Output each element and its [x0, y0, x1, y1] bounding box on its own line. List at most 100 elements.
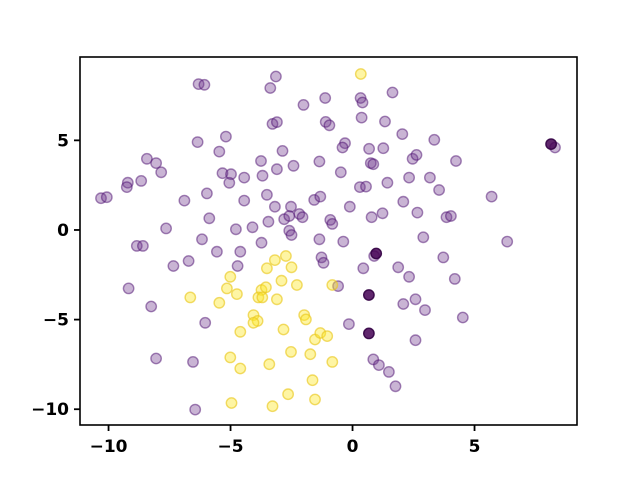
data-point-cluster-purple	[423, 171, 436, 184]
data-point-cluster-purple	[343, 200, 356, 213]
data-point-cluster-yellow	[299, 313, 312, 326]
data-point-cluster-purple	[313, 233, 326, 246]
data-point-cluster-purple	[326, 217, 339, 230]
data-point-cluster-purple	[234, 245, 247, 258]
data-point-cluster-purple	[317, 256, 330, 269]
data-point-cluster-purple	[223, 176, 236, 189]
plot-frame	[79, 56, 578, 426]
data-point-cluster-yellow	[234, 325, 247, 338]
data-point-cluster-purple	[397, 298, 410, 310]
data-point-cluster-purple	[448, 272, 461, 285]
data-point-cluster-purple	[270, 163, 283, 176]
data-point-cluster-purple	[319, 92, 332, 104]
data-point-cluster-purple	[135, 174, 148, 187]
data-point-cluster-purple	[287, 159, 300, 172]
data-point-cluster-purple	[403, 171, 415, 184]
data-point-cluster-yellow	[263, 358, 276, 371]
data-point-cluster-yellow	[279, 250, 292, 262]
data-point-cluster-yellow	[224, 351, 237, 364]
data-point-cluster-purple	[357, 262, 370, 275]
data-point-cluster-purple	[199, 316, 212, 329]
data-point-cluster-purple	[100, 191, 113, 204]
data-point-cluster-purple	[428, 133, 441, 146]
data-point-cluster-purple	[231, 260, 244, 272]
data-point-cluster-purple	[342, 318, 355, 330]
data-point-cluster-purple	[417, 231, 430, 244]
data-point-cluster-purple	[403, 270, 415, 283]
data-point-cluster-yellow	[259, 281, 272, 294]
data-point-cluster-purple	[372, 359, 385, 371]
data-point-cluster-purple	[283, 210, 296, 222]
data-point-cluster-purple	[409, 334, 422, 347]
data-point-cluster-purple	[363, 142, 375, 155]
data-point-cluster-purple	[255, 236, 268, 249]
data-point-cluster-yellow	[304, 348, 317, 361]
data-point-cluster-purple	[255, 155, 267, 167]
data-point-cluster-purple	[238, 171, 251, 184]
data-point-cluster-purple	[450, 155, 462, 167]
data-point-cluster-purple	[381, 176, 394, 189]
data-point-dark-points	[370, 247, 383, 260]
data-point-cluster-purple	[200, 187, 213, 200]
data-point-cluster-purple	[377, 142, 390, 155]
data-point-cluster-purple	[356, 96, 369, 109]
data-point-cluster-purple	[219, 130, 232, 143]
data-point-cluster-purple	[189, 403, 202, 416]
data-point-cluster-purple	[136, 239, 149, 252]
data-point-cluster-purple	[485, 190, 498, 203]
data-point-cluster-purple	[382, 365, 395, 378]
data-point-cluster-yellow	[230, 288, 243, 300]
data-point-cluster-purple	[367, 158, 380, 171]
data-point-cluster-yellow	[225, 397, 238, 409]
data-point-cluster-purple	[210, 245, 223, 258]
data-point-cluster-purple	[396, 128, 409, 141]
data-point-cluster-purple	[225, 168, 237, 181]
data-point-cluster-purple	[167, 260, 180, 272]
data-point-cluster-yellow	[268, 254, 281, 267]
x-tick-label: 5	[469, 437, 481, 457]
data-point-cluster-purple	[337, 235, 350, 248]
data-point-cluster-purple	[160, 222, 173, 235]
data-point-cluster-purple	[260, 188, 273, 201]
data-point-cluster-purple	[386, 86, 399, 99]
data-point-cluster-purple	[264, 82, 277, 94]
x-tick-label: −5	[218, 437, 244, 457]
data-point-cluster-yellow	[275, 274, 288, 287]
data-point-cluster-yellow	[224, 270, 237, 283]
data-point-cluster-purple	[355, 111, 368, 124]
data-point-cluster-yellow	[326, 279, 339, 291]
data-point-cluster-yellow	[306, 374, 319, 387]
data-point-cluster-yellow	[184, 291, 197, 304]
data-point-cluster-yellow	[285, 261, 298, 274]
data-point-cluster-purple	[411, 206, 424, 219]
data-point-cluster-purple	[296, 211, 309, 224]
data-point-cluster-purple	[397, 195, 410, 208]
data-point-cluster-purple	[120, 181, 133, 194]
data-point-cluster-purple	[269, 70, 282, 83]
data-point-cluster-yellow	[220, 282, 233, 295]
data-point-cluster-purple	[155, 166, 168, 179]
data-point-cluster-purple	[268, 200, 281, 213]
data-point-cluster-purple	[376, 207, 389, 220]
data-point-cluster-yellow	[285, 345, 297, 358]
data-point-dark-points	[362, 289, 375, 301]
data-point-cluster-yellow	[252, 291, 265, 304]
data-point-cluster-purple	[262, 215, 275, 228]
data-point-cluster-purple	[437, 251, 450, 264]
data-point-cluster-purple	[246, 221, 259, 234]
data-point-cluster-yellow	[256, 291, 269, 304]
data-point-dark-points	[362, 327, 375, 340]
data-point-cluster-yellow	[354, 68, 367, 80]
data-point-cluster-purple	[419, 304, 431, 316]
data-point-cluster-purple	[323, 119, 336, 132]
data-point-cluster-purple	[198, 78, 211, 91]
data-point-cluster-purple	[389, 380, 402, 393]
data-point-cluster-purple	[456, 311, 469, 324]
data-point-cluster-purple	[410, 148, 423, 161]
y-tick-label: −5	[43, 311, 69, 331]
data-point-cluster-purple	[365, 211, 378, 224]
data-point-cluster-yellow	[234, 362, 247, 375]
data-point-cluster-purple	[238, 194, 251, 207]
data-point-cluster-purple	[334, 166, 347, 179]
